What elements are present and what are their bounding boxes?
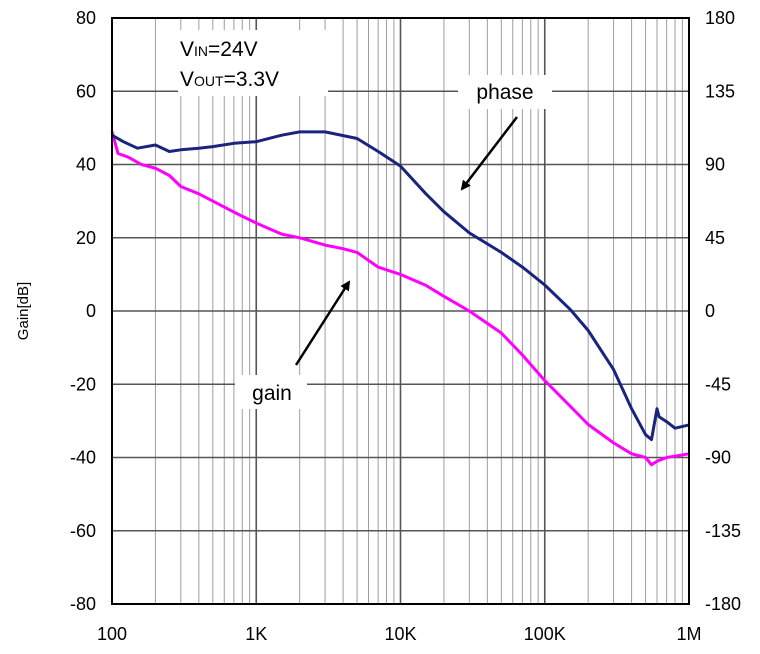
- y-right-tick-label: 180: [705, 8, 735, 28]
- vin-label: VIN=24V: [180, 38, 258, 61]
- phase-annotation: phase: [458, 75, 552, 191]
- conditions-box: [178, 30, 328, 96]
- y-right-tick-label: -135: [705, 521, 741, 541]
- y-left-tick-label: 0: [86, 301, 96, 321]
- x-tick-label: 100K: [524, 624, 566, 644]
- series-group: [110, 130, 690, 467]
- y-left-tick-label: -80: [70, 594, 96, 614]
- y-left-tick-label: 60: [76, 81, 96, 101]
- gain-label: gain: [252, 382, 292, 405]
- gain-arrow: [294, 280, 351, 366]
- x-tick-label: 1K: [245, 624, 267, 644]
- y-left-tick-label: -20: [70, 374, 96, 394]
- y-axis-title: Gain[dB]: [15, 282, 32, 340]
- phase-label: phase: [476, 81, 533, 104]
- conditions-annotation: VIN=24V VOUT=3.3V: [178, 30, 328, 96]
- y-right-tick-label: 135: [705, 81, 735, 101]
- x-tick-label: 10K: [384, 624, 416, 644]
- y-right-tick-label: 45: [705, 228, 725, 248]
- phase-arrow: [460, 116, 518, 191]
- x-tick-label: 100: [97, 624, 127, 644]
- plot-frame: [111, 17, 690, 605]
- y-left-tick-label: -40: [70, 448, 96, 468]
- vout-label: VOUT=3.3V: [180, 68, 279, 91]
- grid: [111, 17, 689, 605]
- y-right-tick-label: -45: [705, 374, 731, 394]
- phase-line: [111, 130, 690, 442]
- gain-line: [110, 131, 690, 467]
- y-right-tick-label: 0: [705, 301, 715, 321]
- y-left-tick-label: 20: [76, 228, 96, 248]
- y-right-tick-label: -180: [705, 594, 741, 614]
- x-tick-label: 1M: [676, 624, 701, 644]
- y-left-tick-label: 40: [76, 155, 96, 175]
- y-left-tick-label: -60: [70, 521, 96, 541]
- y-right-tick-label: 90: [705, 155, 725, 175]
- gain-label-box: [235, 375, 307, 409]
- tick-labels: 100 1K 10K 100K 1M -80 -60 -40 -20 0 20 40 60 80 -180 -…: [70, 8, 741, 644]
- y-right-tick-label: -90: [705, 448, 731, 468]
- gain-annotation: gain: [235, 280, 351, 409]
- y-left-tick-label: 80: [76, 8, 96, 28]
- phase-label-box: [458, 75, 552, 109]
